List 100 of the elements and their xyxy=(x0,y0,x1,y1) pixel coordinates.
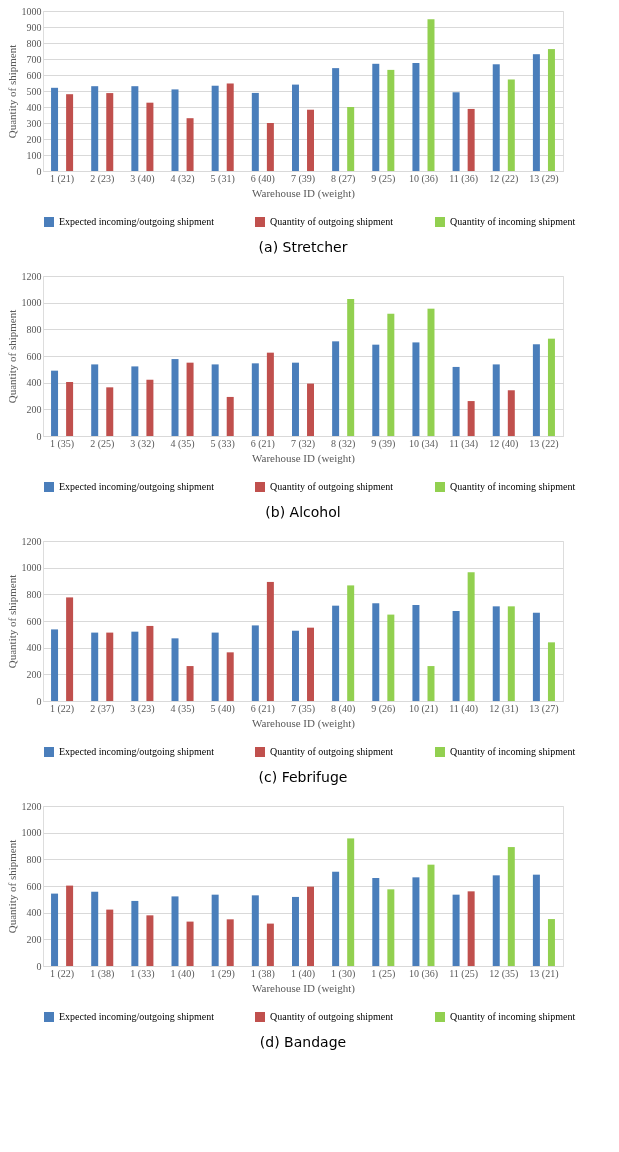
bar xyxy=(226,83,234,171)
y-tick-label: 0 xyxy=(36,430,42,442)
y-tick-label: 1200 xyxy=(21,800,42,812)
x-tick-label: 5 (40) xyxy=(210,702,235,715)
bar xyxy=(532,344,540,436)
x-tick-label: 3 (23) xyxy=(130,702,155,715)
legend-label: Quantity of outgoing shipment xyxy=(270,481,394,492)
x-tick-label: 1 (21) xyxy=(49,172,75,185)
y-tick-label: 600 xyxy=(26,880,42,892)
bar xyxy=(226,919,234,966)
bar xyxy=(347,585,355,701)
bar xyxy=(131,631,139,701)
bar xyxy=(171,359,179,436)
x-tick-label: 1 (30) xyxy=(331,967,356,980)
bar xyxy=(66,597,74,701)
x-tick-label: 10 (21) xyxy=(408,702,439,715)
y-tick-label: 400 xyxy=(26,907,42,919)
bar xyxy=(146,625,154,701)
x-tick-label: 1 (40) xyxy=(170,967,195,980)
y-tick-label: 400 xyxy=(26,101,42,113)
x-tick-label: 12 (22) xyxy=(489,172,519,185)
x-tick-label: 5 (33) xyxy=(210,437,235,450)
bar xyxy=(507,79,515,171)
text: (d) Bandage xyxy=(259,1034,347,1050)
x-tick-label: 4 (32) xyxy=(170,172,195,185)
legend-label: Expected incoming/outgoing shipment xyxy=(59,481,215,492)
bar xyxy=(51,629,59,701)
y-tick-label: 600 xyxy=(26,69,42,81)
y-tick-label: 1200 xyxy=(21,535,42,547)
y-tick-label: 0 xyxy=(36,695,42,707)
legend-label: Quantity of outgoing shipment xyxy=(270,746,394,757)
x-tick-label: 6 (21) xyxy=(250,437,275,450)
bar xyxy=(427,666,435,701)
x-axis-title: Warehouse ID (weight) xyxy=(252,981,356,995)
bar xyxy=(186,362,194,436)
bar xyxy=(186,921,194,966)
x-tick-label: 8 (32) xyxy=(331,437,356,450)
bar xyxy=(347,107,355,171)
bar xyxy=(427,864,435,966)
bar xyxy=(412,342,420,436)
x-tick-label: 9 (26) xyxy=(371,702,396,715)
bar xyxy=(307,109,315,171)
bar xyxy=(131,86,139,171)
y-tick-label: 300 xyxy=(26,117,42,129)
bar xyxy=(412,605,420,701)
bar xyxy=(467,401,475,436)
bar xyxy=(211,364,219,436)
y-tick-label: 200 xyxy=(26,933,42,945)
y-axis-title: Quantity of shipment xyxy=(5,839,18,934)
x-tick-label: 10 (34) xyxy=(408,437,439,450)
bar xyxy=(146,102,154,171)
x-tick-label: 11 (34) xyxy=(449,437,479,450)
x-tick-label: 2 (23) xyxy=(90,172,115,185)
y-axis-title: Quantity of shipment xyxy=(5,574,18,669)
bar xyxy=(547,338,555,436)
x-tick-label: 11 (40) xyxy=(449,702,479,715)
x-tick-label: 1 (38) xyxy=(250,967,275,980)
bar xyxy=(266,581,274,701)
y-tick-label: 0 xyxy=(36,165,42,177)
bar xyxy=(467,108,475,171)
bar xyxy=(332,871,340,966)
x-tick-label: 13 (29) xyxy=(529,172,559,185)
x-tick-label: 4 (35) xyxy=(170,702,195,715)
bar xyxy=(427,19,435,171)
x-tick-label: 10 (36) xyxy=(408,967,439,980)
bar xyxy=(291,630,299,701)
bar xyxy=(131,900,139,966)
x-tick-label: 6 (21) xyxy=(250,702,275,715)
bar xyxy=(372,344,380,436)
bar xyxy=(51,87,59,171)
bar xyxy=(492,64,500,171)
bar xyxy=(532,874,540,966)
bar xyxy=(251,92,259,171)
bar xyxy=(412,63,420,171)
legend-label: Expected incoming/outgoing shipment xyxy=(59,1011,215,1022)
y-axis-title: Quantity of shipment xyxy=(5,44,18,139)
y-tick-label: 1000 xyxy=(21,297,42,309)
bar xyxy=(532,612,540,701)
x-tick-label: 9 (39) xyxy=(371,437,396,450)
bar xyxy=(266,352,274,436)
bar xyxy=(332,605,340,701)
legend-label: Quantity of incoming shipment xyxy=(450,1011,576,1022)
bar xyxy=(106,387,114,436)
bar xyxy=(427,308,435,436)
bar xyxy=(452,366,460,436)
y-tick-label: 600 xyxy=(26,615,42,627)
x-tick-label: 11 (36) xyxy=(449,172,479,185)
bar xyxy=(532,54,540,171)
x-tick-label: 1 (22) xyxy=(49,702,75,715)
x-tick-label: 7 (35) xyxy=(290,702,316,715)
bar xyxy=(307,627,315,701)
bar xyxy=(507,390,515,436)
x-axis-title: Warehouse ID (weight) xyxy=(252,451,356,465)
x-tick-label: 12 (35) xyxy=(489,967,519,980)
bar xyxy=(387,313,395,436)
bar xyxy=(251,625,259,701)
y-tick-label: 800 xyxy=(26,588,42,600)
x-tick-label: 5 (31) xyxy=(210,172,235,185)
bar xyxy=(186,666,194,701)
y-tick-label: 1000 xyxy=(21,5,42,17)
